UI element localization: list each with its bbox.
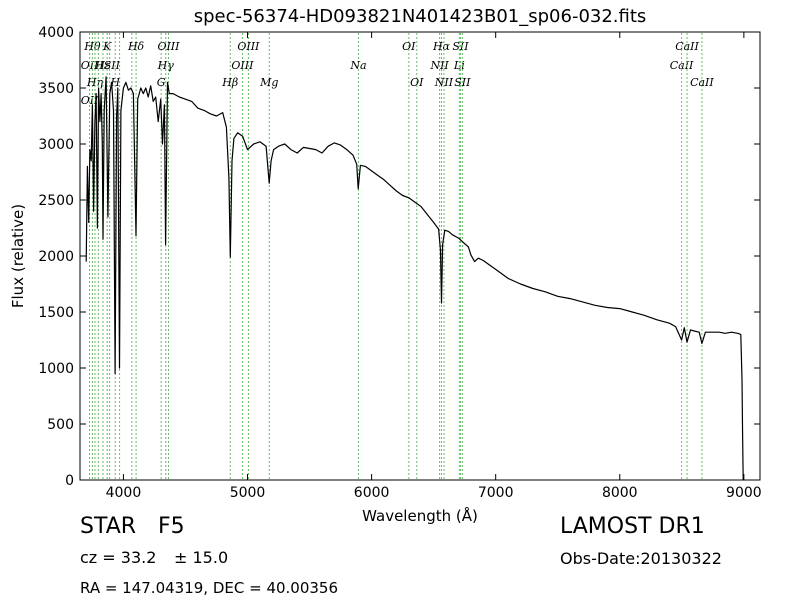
plot-area-frame (79, 31, 761, 481)
spectrum-series (85, 76, 744, 481)
spectral-line-label: Hθ (83, 40, 101, 53)
spectral-line-label: Mg (259, 76, 278, 89)
y-tick-label: 1500 (38, 305, 74, 321)
y-tick-label: 0 (65, 473, 74, 489)
spectral-line-label: Li (453, 59, 465, 72)
spectral-line-label: OI (402, 40, 416, 53)
spectral-line-label: K (102, 40, 112, 53)
spectral-line-label: OIII (157, 40, 180, 53)
y-axis-label: Flux (relative) (9, 204, 27, 308)
y-tick-label: 4000 (38, 25, 74, 41)
object-subclass: F5 (158, 514, 185, 539)
x-tick-label: 9000 (726, 485, 762, 501)
spectral-line-markers: OII OII Hθ Hη Hε K ISII H Hδ G Hγ OIII Hβ OIII OIII Mg N… (81, 33, 714, 479)
x-tick-label: 4000 (106, 485, 142, 501)
redshift-value: cz = 33.2 (80, 548, 157, 567)
spectral-line-label: OII (81, 59, 99, 72)
spectral-line-label: G (157, 76, 166, 89)
spectral-line-label: Hε (94, 59, 111, 72)
spectral-line-label: Na (349, 59, 366, 72)
spectral-line-label: Hη (86, 76, 104, 89)
redshift-error: ± 15.0 (174, 548, 229, 567)
y-tick-label: 3500 (38, 81, 74, 97)
spectrum-line (85, 76, 744, 481)
spectral-line-label: SII (454, 76, 471, 89)
spectral-line-label: H (109, 76, 120, 89)
x-axis-label: Wavelength (Å) (362, 506, 478, 525)
spectral-line-label: ISII (98, 59, 120, 72)
spectral-line-label: Hβ (221, 76, 238, 89)
chart-title: spec-56374-HD093821N401423B01_sp06-032.f… (194, 6, 647, 27)
spectral-line-label: OIII (237, 40, 260, 53)
x-tick-label: 5000 (230, 485, 266, 501)
spectral-line-label: CaII (670, 59, 694, 72)
spectral-line-label: CaII (690, 76, 714, 89)
x-tick-label: 7000 (478, 485, 514, 501)
x-tick-label: 6000 (354, 485, 390, 501)
spectral-line-label: OIII (231, 59, 254, 72)
spectral-line-label: NII (429, 59, 449, 72)
spectral-line-label: OII (81, 94, 99, 107)
y-tick-label: 3000 (38, 137, 74, 153)
y-tick-label: 2000 (38, 249, 74, 265)
object-class: STAR (80, 514, 137, 539)
spectral-line-label: SII (452, 40, 469, 53)
spectral-line-label: OI (410, 76, 424, 89)
spectral-line-label: Hγ (157, 59, 175, 72)
observation-date: Obs-Date:20130322 (560, 549, 722, 568)
y-tick-label: 500 (47, 417, 74, 433)
axes: 4000 5000 6000 7000 8000 9000 0 500 1000 1500 2000… (38, 25, 761, 501)
survey-name: LAMOST DR1 (560, 514, 705, 539)
spectral-line-label: NII (434, 76, 454, 89)
y-tick-label: 1000 (38, 361, 74, 377)
spectral-line-label: CaII (675, 40, 699, 53)
spectral-line-label: Hδ (127, 40, 145, 53)
spectral-line-label: Hα (432, 40, 451, 53)
coordinates: RA = 147.04319, DEC = 40.00356 (80, 579, 339, 597)
y-tick-label: 2500 (38, 193, 74, 209)
x-tick-label: 8000 (602, 485, 638, 501)
